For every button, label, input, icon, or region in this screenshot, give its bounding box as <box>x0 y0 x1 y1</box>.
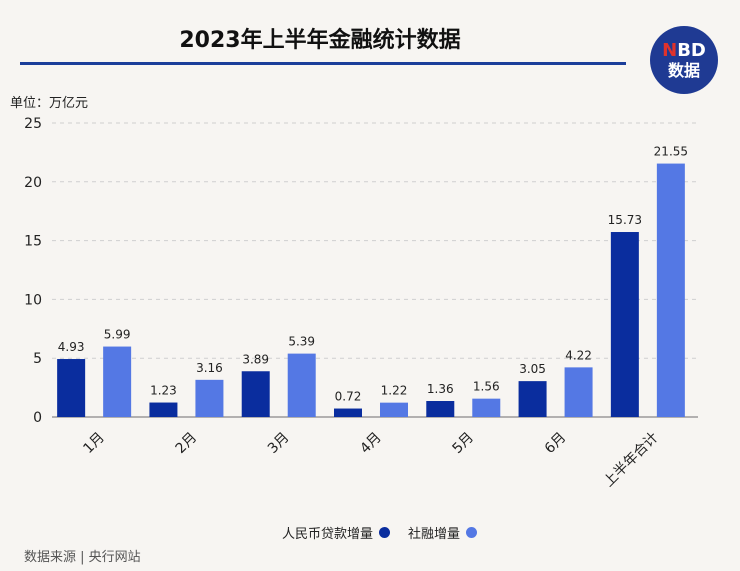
legend-label-series2: 社融增量 <box>408 527 461 542</box>
y-tick-label: 5 <box>33 351 42 367</box>
legend: 人民币贷款增量 社融增量 <box>282 523 495 542</box>
bar <box>287 353 316 417</box>
data-source: 数据来源 | 央行网站 <box>24 550 141 565</box>
data-label: 3.05 <box>519 362 546 376</box>
y-tick-label: 0 <box>33 410 42 426</box>
x-tick-label: 6月 <box>542 429 570 457</box>
data-label: 1.36 <box>427 382 454 396</box>
bar <box>241 371 270 417</box>
nbd-logo: NBD 数据 <box>650 26 718 94</box>
data-label: 3.89 <box>242 352 269 366</box>
bar <box>334 408 362 417</box>
data-label: 4.93 <box>58 340 85 354</box>
bar <box>380 402 408 417</box>
bar-chart: 0 5 10 15 20 25 4.93 5.99 1月 1.23 3.16 2月 3.89 5.39 3月… <box>24 116 698 490</box>
x-tick-label: 上半年合计 <box>601 429 662 490</box>
data-label: 0.72 <box>335 390 362 404</box>
bar <box>149 402 178 417</box>
y-tick-label: 20 <box>24 175 42 191</box>
bar <box>103 346 132 417</box>
bar <box>656 163 685 417</box>
x-tick-label: 3月 <box>265 429 293 457</box>
y-tick-label: 15 <box>24 234 42 250</box>
bar <box>518 381 547 417</box>
bar <box>57 359 86 417</box>
x-tick-label: 4月 <box>357 429 385 457</box>
y-tick-label: 10 <box>24 292 42 308</box>
x-tick-label: 1月 <box>80 429 108 457</box>
legend-swatch-series2 <box>466 527 478 538</box>
data-label: 5.39 <box>288 335 315 349</box>
bar <box>564 367 593 417</box>
y-tick-label: 25 <box>24 116 42 132</box>
chart-title: 2023年上半年金融统计数据 <box>179 28 461 53</box>
data-label: 1.56 <box>473 380 500 394</box>
bar <box>610 232 639 417</box>
bar <box>195 379 224 417</box>
title-underline <box>20 62 626 65</box>
bar <box>472 398 501 417</box>
unit-label: 单位：万亿元 <box>10 96 89 111</box>
data-label: 4.22 <box>565 348 592 362</box>
data-label: 5.99 <box>104 328 131 342</box>
data-label: 3.16 <box>196 361 223 375</box>
x-tick-label: 2月 <box>173 429 201 457</box>
data-label: 1.23 <box>150 384 177 398</box>
data-label: 1.22 <box>381 384 408 398</box>
legend-label-series1: 人民币贷款增量 <box>282 527 374 542</box>
legend-swatch-series1 <box>379 527 391 538</box>
data-label: 21.55 <box>654 145 688 159</box>
bar <box>426 401 455 417</box>
data-label: 15.73 <box>608 213 642 227</box>
x-tick-label: 5月 <box>450 429 478 457</box>
